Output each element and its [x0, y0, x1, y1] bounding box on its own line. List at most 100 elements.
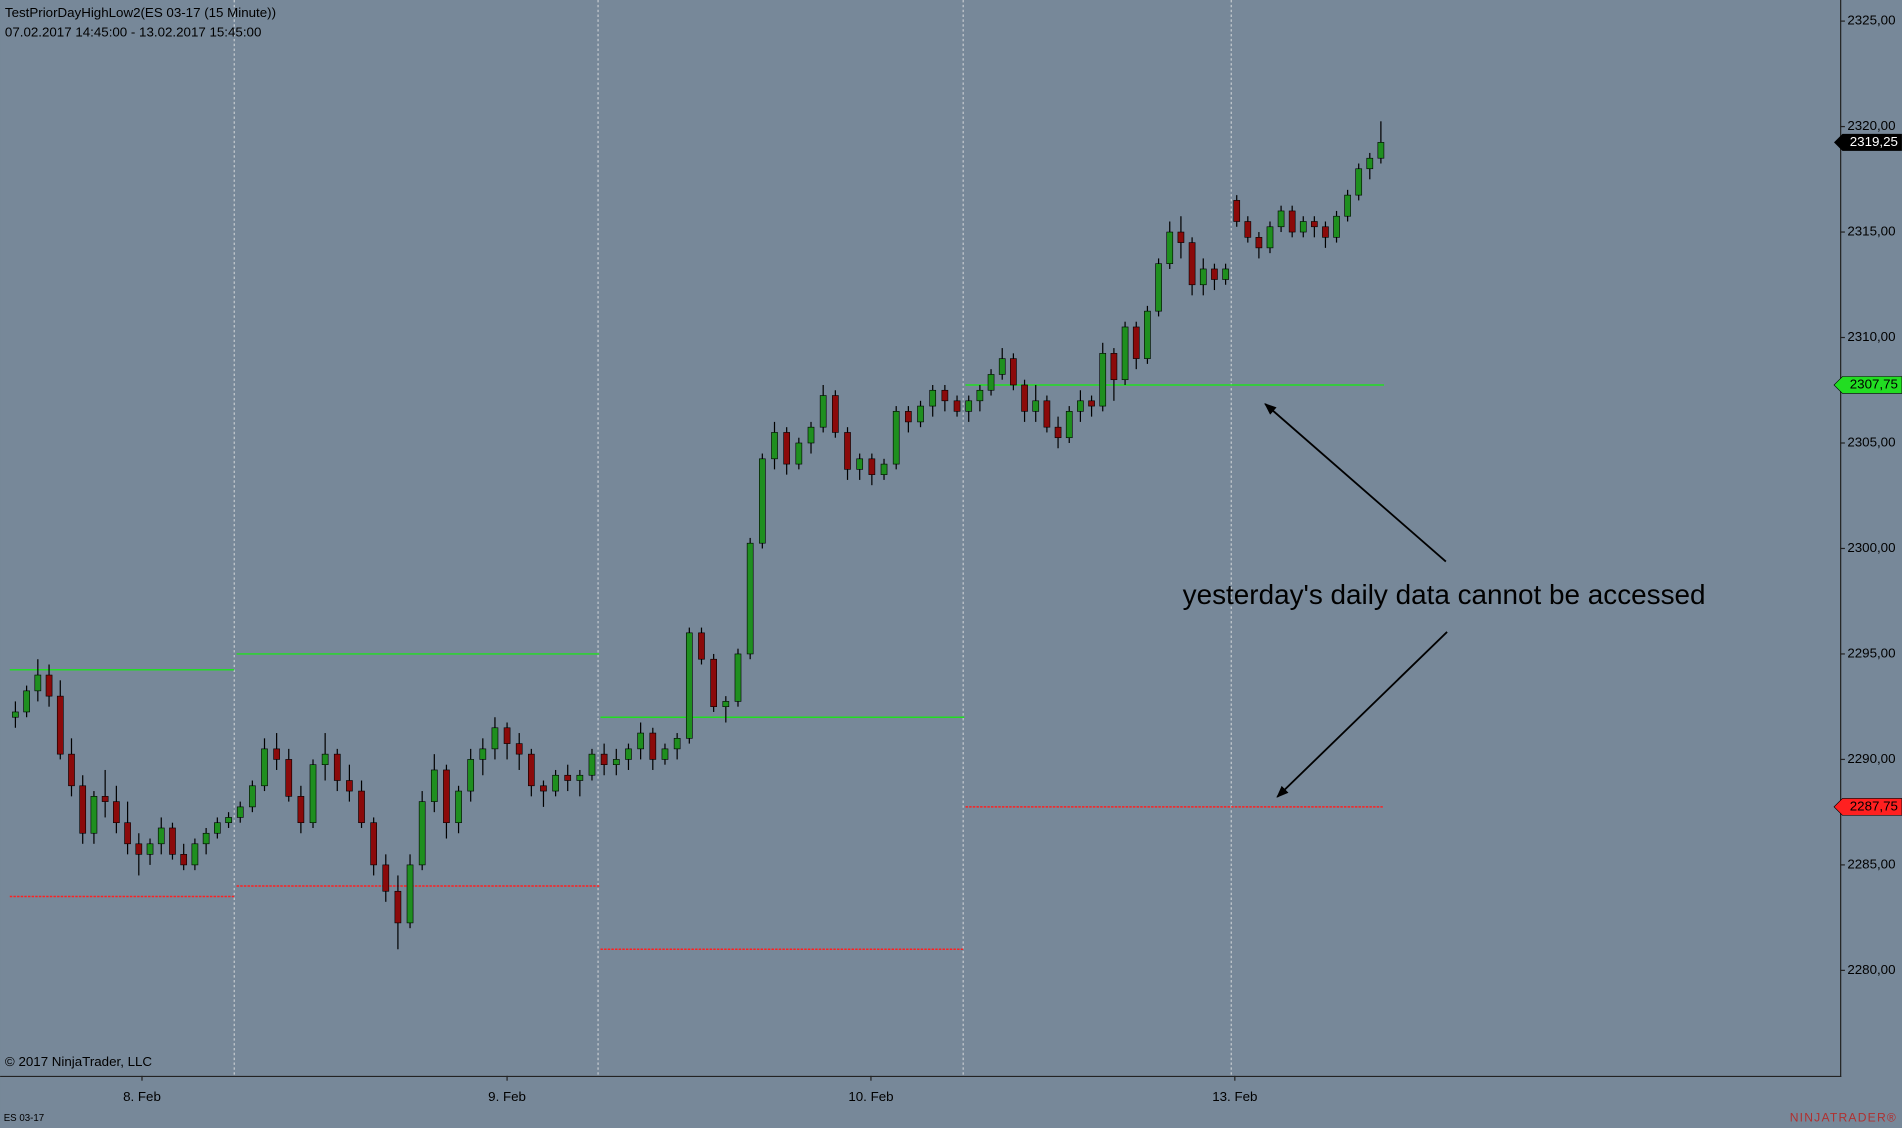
candle-body: [552, 774, 559, 792]
candle-body: [771, 432, 778, 460]
chart-subtitle: 07.02.2017 14:45:00 - 13.02.2017 15:45:0…: [5, 24, 261, 39]
candle-body: [1155, 263, 1162, 312]
candle-body: [34, 674, 42, 692]
candle-body: [1043, 400, 1051, 428]
candle-body: [23, 690, 30, 713]
annotation-arrow: [1276, 631, 1448, 798]
candle-body: [418, 801, 426, 866]
candle-body: [746, 542, 754, 655]
candle-body: [625, 748, 632, 760]
x-tick-label: 13. Feb: [1212, 1089, 1257, 1104]
candle-body: [1333, 215, 1340, 238]
candle-body: [191, 843, 199, 866]
candle-body: [1077, 400, 1084, 412]
candle-body: [1099, 353, 1107, 407]
candle-body: [1222, 268, 1229, 280]
candle-body: [868, 458, 876, 475]
candle-body: [1299, 221, 1307, 233]
candle-body: [832, 395, 839, 433]
candle-body: [819, 395, 827, 428]
candle-body: [917, 405, 924, 423]
candle-body: [1366, 157, 1374, 170]
candle-body: [297, 796, 305, 824]
candle-body: [783, 432, 791, 465]
candle-body: [976, 389, 984, 402]
candle-body: [68, 753, 75, 787]
candle-body: [1054, 426, 1062, 439]
candle-body: [202, 832, 210, 845]
candle-body: [146, 843, 154, 855]
candle-body: [649, 732, 657, 760]
candle-body: [1322, 226, 1329, 238]
y-tick-label: 2305,00: [1847, 435, 1895, 450]
candle-body: [358, 790, 365, 824]
candle-body: [225, 817, 232, 824]
candle-body: [1266, 226, 1274, 249]
candle-body: [285, 759, 293, 797]
x-tick-label: 9. Feb: [488, 1089, 526, 1104]
candle-body: [1132, 326, 1140, 359]
candle-body: [90, 796, 98, 834]
candle-body: [987, 374, 995, 391]
y-tick-label: 2290,00: [1847, 751, 1895, 766]
price-marker-label: 2287,75: [1850, 798, 1898, 813]
candle-body: [406, 864, 414, 924]
candle-body: [1344, 194, 1351, 217]
y-tick-label: 2315,00: [1847, 224, 1895, 239]
candle-body: [503, 727, 511, 744]
candle-body: [1144, 310, 1151, 359]
candle-body: [180, 854, 188, 866]
x-tick-label: 10. Feb: [848, 1089, 893, 1104]
candle-body: [758, 458, 766, 544]
candle-body: [685, 632, 693, 739]
candle-body: [1311, 221, 1318, 228]
chart-title: TestPriorDayHighLow2(ES 03-17 (15 Minute…: [5, 5, 276, 20]
candle-body: [965, 400, 973, 412]
y-tick-label: 2325,00: [1847, 13, 1895, 28]
candle-body: [929, 389, 937, 407]
candle-body: [998, 358, 1006, 375]
candle-body: [273, 748, 280, 760]
candle-body: [661, 748, 669, 760]
instrument-label: ES 03-17: [4, 1113, 44, 1124]
candle-body: [600, 753, 608, 765]
candle-body: [394, 890, 402, 924]
copyright: © 2017 NinjaTrader, LLC: [5, 1054, 153, 1069]
candle-body: [333, 753, 341, 781]
y-tick-label: 2310,00: [1847, 329, 1895, 344]
candle-body: [722, 701, 730, 707]
annotation: yesterday's daily data cannot be accesse…: [1183, 579, 1706, 610]
candle-body: [795, 442, 803, 465]
x-tick-label: 8. Feb: [123, 1089, 161, 1104]
candle-body: [564, 774, 572, 781]
candle-body: [321, 753, 329, 765]
candle-body: [113, 801, 120, 824]
candle-body: [455, 790, 462, 824]
candle-body: [1244, 221, 1252, 238]
candle-body: [56, 695, 64, 755]
candle-body: [1377, 142, 1385, 159]
candle-body: [467, 759, 475, 792]
candle-body: [1288, 210, 1296, 233]
candle-body: [576, 774, 584, 781]
candle-body: [941, 389, 949, 402]
candle-body: [880, 463, 888, 475]
candle-body: [214, 822, 221, 834]
last-price-marker: [1833, 133, 1902, 151]
candle-body: [261, 748, 268, 787]
candle-body: [698, 632, 705, 660]
y-tick-label: 2300,00: [1847, 540, 1895, 555]
candle-body: [612, 759, 620, 765]
candle-body: [101, 796, 109, 802]
y-tick-label: 2295,00: [1847, 645, 1895, 660]
candle-body: [135, 843, 143, 855]
candle-body: [515, 743, 523, 755]
candle-body: [1021, 384, 1028, 412]
candle-body: [1277, 210, 1285, 228]
candle-body: [1233, 200, 1241, 222]
candle-body: [1121, 326, 1129, 381]
candle-body: [673, 738, 681, 750]
